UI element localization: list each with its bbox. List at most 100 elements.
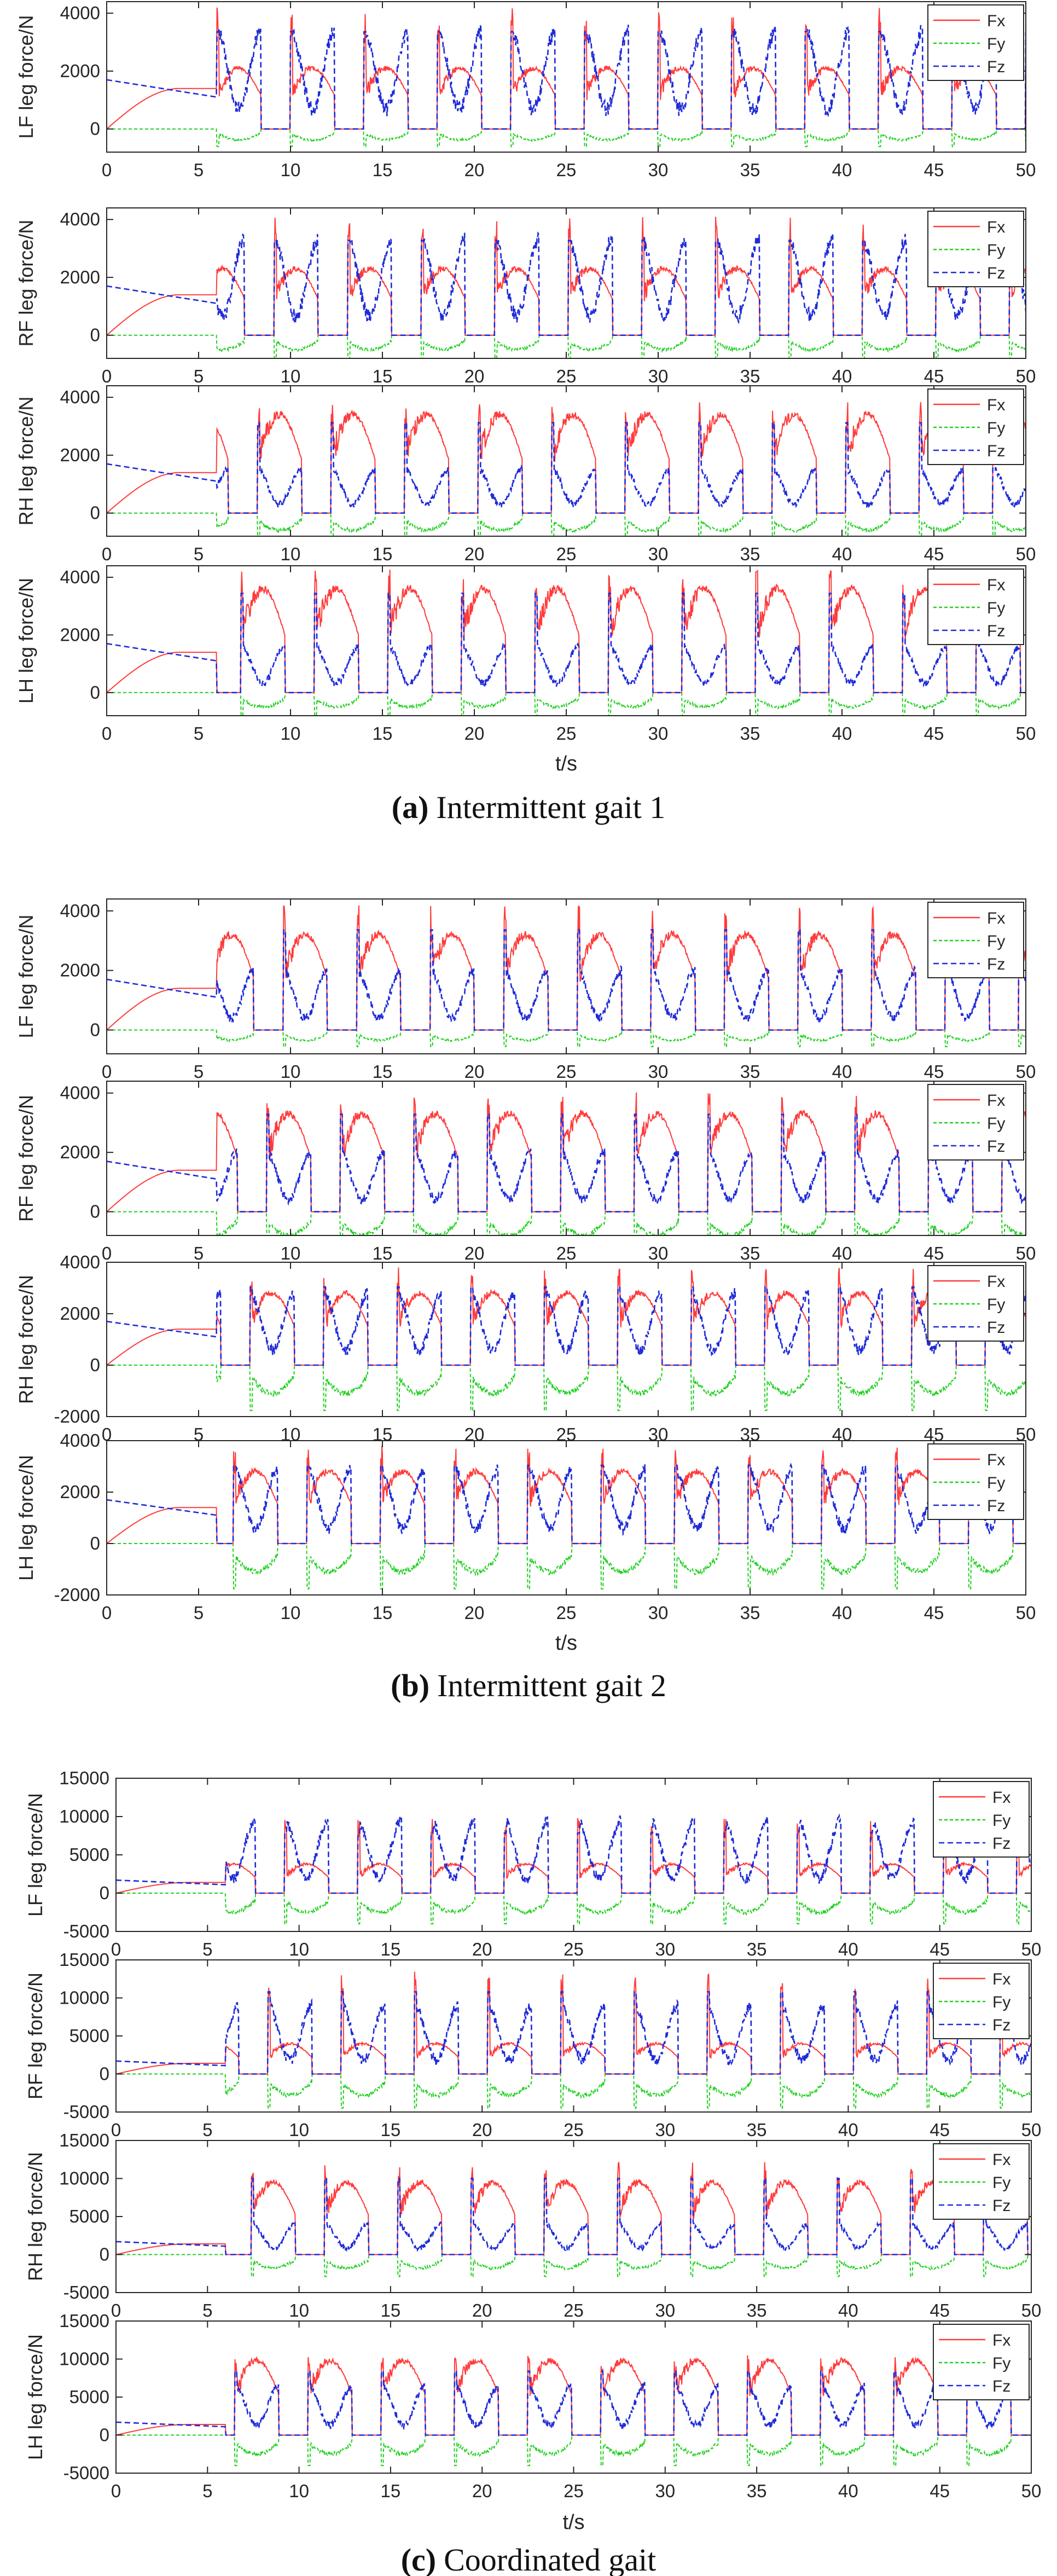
y-tick-label: 0 <box>100 2244 109 2265</box>
y-tick-label: 0 <box>90 503 100 523</box>
x-tick-label: 15 <box>381 2300 401 2320</box>
x-tick-label: 0 <box>102 1603 112 1623</box>
x-tick-label: 50 <box>1021 1939 1042 1959</box>
x-tick-label: 50 <box>1016 366 1036 386</box>
legend-box <box>927 211 1024 287</box>
caption-text: Coordinated gait <box>444 2542 656 2576</box>
legend-label-fz: Fz <box>992 2197 1010 2215</box>
subplot-a-2: 0 2000 4000 0 5 10 15 20 25 30 35 40 45 50 RF leg forc… <box>15 207 1036 386</box>
x-tick-label: 20 <box>464 1243 485 1263</box>
x-tick-label: 45 <box>924 544 944 564</box>
x-tick-label: 50 <box>1021 2481 1042 2501</box>
series-group <box>116 1813 1031 1924</box>
series-group <box>107 1267 1026 1411</box>
y-tick-label: 15000 <box>59 2311 109 2331</box>
legend: Fx Fy Fz <box>927 902 1024 978</box>
legend-label-fz: Fz <box>987 442 1005 460</box>
series-group <box>107 1446 1026 1589</box>
legend-box <box>927 4 1024 81</box>
x-tick-label: 0 <box>102 544 112 564</box>
x-tick-label: 0 <box>102 160 112 180</box>
x-tick-label: 5 <box>202 2300 212 2320</box>
x-tick-label: 15 <box>373 1061 393 1082</box>
x-tick-label: 30 <box>648 366 669 386</box>
series-fy-line <box>107 512 1026 536</box>
y-tick-label: 10000 <box>59 2168 109 2189</box>
x-tick-label: 15 <box>373 1243 393 1263</box>
y-tick-label: 0 <box>100 1883 109 1903</box>
x-tick-label: 0 <box>102 723 112 744</box>
x-tick-label: 20 <box>472 2120 492 2140</box>
x-tick-label: 35 <box>740 723 760 744</box>
x-tick-label: 45 <box>924 160 944 180</box>
x-tick-label: 35 <box>740 366 760 386</box>
legend: Fx Fy Fz <box>927 4 1024 81</box>
x-tick-label: 40 <box>832 1243 852 1263</box>
x-tick-label: 15 <box>373 366 393 386</box>
x-tick-label: 50 <box>1016 1603 1036 1623</box>
y-tick-label: 2000 <box>60 624 100 645</box>
x-tick-label: 50 <box>1016 723 1036 744</box>
legend-label-fy: Fy <box>992 1993 1010 2011</box>
y-axis-label: RH leg force/N <box>24 2152 47 2281</box>
y-tick-label: 2000 <box>60 445 100 465</box>
legend-label-fy: Fy <box>987 599 1005 617</box>
y-tick-label: 4000 <box>60 387 100 407</box>
x-tick-label: 30 <box>648 160 669 180</box>
y-tick-label: 0 <box>90 1533 100 1553</box>
legend-label-fz: Fz <box>987 58 1005 76</box>
subplot-a-4: 0 2000 4000 0 5 10 15 20 25 30 35 40 45 50 LH leg forc… <box>15 565 1036 744</box>
y-tick-label: 15000 <box>59 1768 109 1788</box>
x-tick-label: 50 <box>1016 160 1036 180</box>
x-tick-label: 35 <box>747 1939 767 1959</box>
x-tick-label: 20 <box>464 1603 485 1623</box>
y-tick-label: 0 <box>90 1019 100 1040</box>
legend: Fx Fy Fz <box>927 388 1024 465</box>
series-fz-line <box>107 231 1026 336</box>
y-tick-label: 4000 <box>60 209 100 229</box>
series-fx-line <box>116 2160 1031 2255</box>
y-axis-label: RF leg force/N <box>15 219 37 346</box>
x-tick-label: 10 <box>281 1243 301 1263</box>
x-tick-label: 45 <box>924 1603 944 1623</box>
series-fz-line <box>107 24 1026 130</box>
series-fy-line <box>116 2254 1031 2277</box>
series-fx-line <box>116 1971 1031 2075</box>
y-tick-label: -5000 <box>63 1921 109 1941</box>
x-tick-label: 35 <box>740 544 760 564</box>
caption-text: Intermittent gait 1 <box>436 790 665 825</box>
y-tick-label: 5000 <box>69 2206 109 2226</box>
legend-label-fx: Fx <box>987 576 1005 594</box>
y-tick-label: 0 <box>90 119 100 139</box>
y-tick-label: 2000 <box>60 960 100 980</box>
series-fy-line <box>116 1893 1031 1924</box>
legend-box <box>933 1781 1030 1858</box>
x-tick-label: 40 <box>838 2300 858 2320</box>
y-tick-label: 10000 <box>59 1988 109 2008</box>
x-tick-label: 10 <box>289 2481 309 2501</box>
legend-box <box>927 1265 1024 1342</box>
y-axis-label: LH leg force/N <box>15 1455 37 1581</box>
legend-label-fy: Fy <box>987 1115 1005 1133</box>
x-tick-label: 50 <box>1016 1061 1036 1082</box>
legend: Fx Fy Fz <box>927 211 1024 287</box>
x-tick-label: 10 <box>281 1603 301 1623</box>
x-tick-label: 30 <box>648 1243 669 1263</box>
legend-box <box>927 568 1024 645</box>
x-tick-label: 40 <box>832 544 852 564</box>
legend-label-fy: Fy <box>987 932 1005 950</box>
legend: Fx Fy Fz <box>927 1084 1024 1161</box>
y-tick-label: 5000 <box>69 1844 109 1865</box>
x-tick-label: 5 <box>202 2120 212 2140</box>
series-fx-line <box>107 905 1026 1031</box>
series-group <box>107 7 1026 147</box>
legend-box <box>927 388 1024 465</box>
y-tick-label: 2000 <box>60 267 100 287</box>
x-tick-label: 40 <box>838 2120 858 2140</box>
series-fz-line <box>116 1991 1031 2075</box>
x-tick-label: 15 <box>373 1603 393 1623</box>
